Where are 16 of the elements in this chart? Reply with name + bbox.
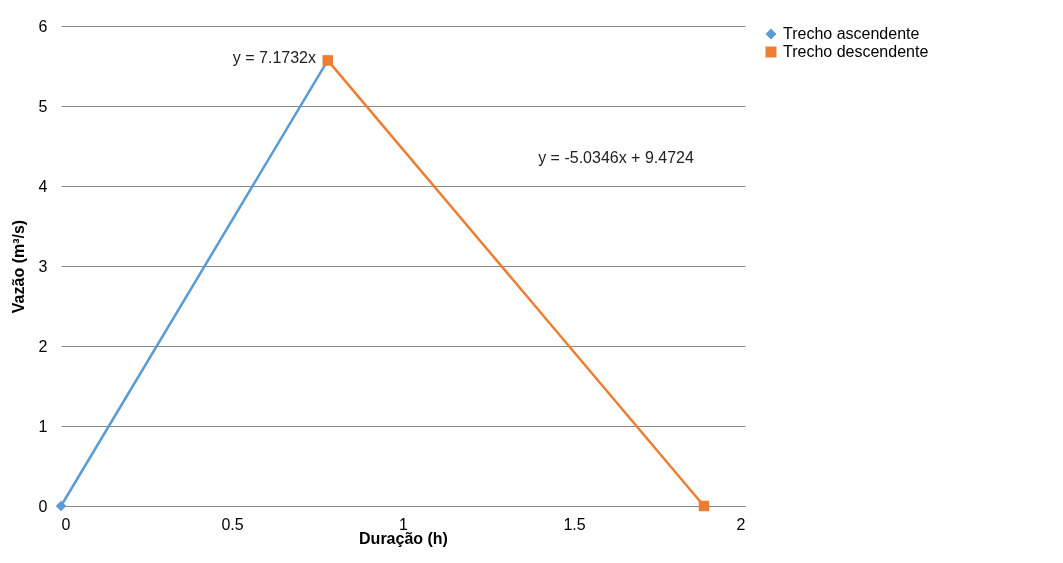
y-tick-label: 2 (38, 337, 48, 355)
y-tick-label: 0 (38, 497, 48, 515)
x-tick-label: 1.5 (563, 515, 586, 533)
y-tick-label: 6 (38, 17, 48, 35)
annotation: y = 7.1732x (232, 49, 316, 66)
y-tick-label: 5 (38, 97, 48, 115)
y-tick-label: 4 (38, 177, 48, 195)
legend-label: Trecho ascendente (783, 25, 920, 42)
y-axis-title: Vazão (m³/s) (9, 219, 27, 314)
y-tick-label: 1 (38, 417, 48, 435)
x-tick-label: 2 (736, 515, 746, 533)
legend-label: Trecho descendente (783, 43, 929, 60)
x-tick-label: 0.5 (221, 515, 244, 533)
x-tick-label: 0 (61, 515, 71, 533)
y-tick-label: 3 (38, 257, 48, 275)
annotation: y = -5.0346x + 9.4724 (538, 149, 694, 166)
